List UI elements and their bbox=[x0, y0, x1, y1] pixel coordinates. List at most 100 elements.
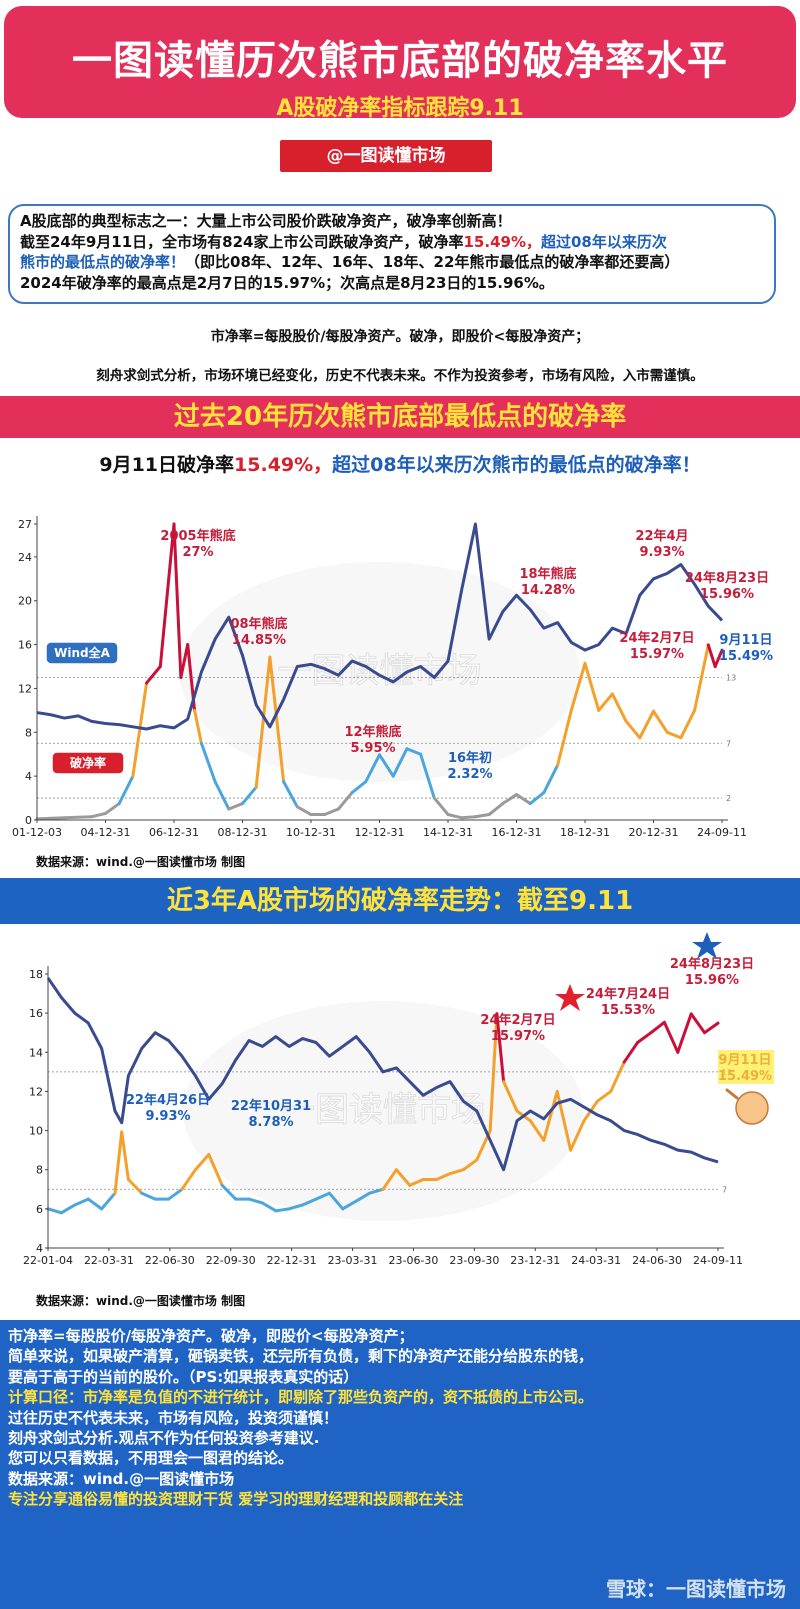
x-tick-label: 24-09-11 bbox=[693, 1254, 743, 1267]
pointing-hand-icon bbox=[735, 1091, 769, 1125]
ratio-segment bbox=[120, 1130, 130, 1181]
ratio-segment bbox=[515, 793, 532, 806]
legend-badge bbox=[51, 751, 125, 775]
ratio-segment bbox=[314, 1191, 331, 1201]
watermark-shape bbox=[183, 1001, 583, 1221]
notes-line-1: 市净率=每股股价/每股净资产。破净，即股价<每股净资产； bbox=[8, 1327, 414, 1345]
annotation-label: 2005年熊底 bbox=[160, 528, 235, 544]
section1-headline: 9月11日破净率15.49%，超过08年以来历次熊市的最低点的破净率！ bbox=[0, 450, 800, 477]
y-tick-label: 4 bbox=[36, 1242, 43, 1255]
ratio-segment bbox=[501, 793, 518, 806]
chart2-background: 一图读懂市场 bbox=[183, 1001, 583, 1221]
ratio-segment bbox=[172, 522, 183, 679]
x-tick-label: 23-06-30 bbox=[388, 1254, 438, 1267]
ratio-segment bbox=[113, 1130, 124, 1195]
ratio-segment bbox=[354, 1191, 372, 1203]
ratio-segment bbox=[167, 1187, 184, 1201]
ratio-segment bbox=[689, 1012, 707, 1035]
annotation-value: 14.85% bbox=[232, 633, 286, 648]
ratio-segment bbox=[636, 1031, 653, 1044]
notes-line-9: 专注分享通俗易懂的投资理财干货 爱学习的理财经理和投顾都在关注 bbox=[8, 1490, 464, 1509]
ratio-segment bbox=[703, 1021, 720, 1035]
y-tick-label: 20 bbox=[18, 595, 32, 608]
summary-text: 截至24年9月11日，全市场有824家上市公司跌破净资产，破净率 bbox=[20, 232, 464, 251]
ratio-segment bbox=[268, 655, 286, 784]
chart-history: 一图读懂市场 13 7 2 0 4 8 12 16 20 24 27 01-12-03 04-12-3… bbox=[12, 516, 773, 839]
ratio-segment bbox=[62, 815, 94, 820]
ratio-segment bbox=[126, 1178, 144, 1195]
annotation-value: 15.97% bbox=[491, 1029, 545, 1044]
ratio-segment bbox=[368, 1187, 385, 1195]
x-tick-label: 22-03-31 bbox=[84, 1254, 134, 1267]
ratio-segment bbox=[213, 780, 231, 811]
title-banner: 一图读懂历次熊市底部的破净率水平 A股破净率指标跟踪9.11 bbox=[4, 6, 796, 121]
ratio-segment bbox=[495, 1012, 506, 1084]
y-tick-label: 18 bbox=[29, 968, 43, 981]
x-tick-label: 22-12-31 bbox=[267, 1254, 317, 1267]
summary-highlight-value: 15.49%， bbox=[463, 232, 541, 251]
ratio-segment bbox=[610, 692, 628, 723]
summary-line-1: A股底部的典型标志之一：大量上市公司股价跌破净资产，破净率创新高！ bbox=[20, 212, 512, 230]
x-tick-label: 23-09-30 bbox=[449, 1254, 499, 1267]
ratio-segment bbox=[35, 816, 66, 821]
chart-recent: 一图读懂市场 137 468101214161822-01-0422-03-31… bbox=[23, 932, 774, 1267]
annotation-label: 08年熊底 bbox=[230, 616, 287, 632]
y-tick-label: 0 bbox=[25, 814, 32, 827]
summary-box: A股底部的典型标志之一：大量上市公司股价跌破净资产，破净率创新高！ 截至24年9… bbox=[8, 204, 776, 304]
annotation-value: 15.97% bbox=[630, 647, 684, 662]
annotation-value: 9.93% bbox=[639, 545, 684, 560]
x-tick-label: 14-12-31 bbox=[423, 826, 473, 839]
legend-text: 破净率 bbox=[70, 755, 106, 770]
page-title: 一图读懂历次熊市底部的破净率水平 bbox=[72, 38, 728, 84]
ratio-segment bbox=[624, 719, 642, 740]
y-tick-label: 8 bbox=[25, 726, 32, 739]
annotation-label: 22年10月31 bbox=[231, 1098, 311, 1114]
annotation-label: 22年4月 bbox=[635, 528, 688, 544]
x-tick-label: 10-12-31 bbox=[286, 826, 336, 839]
ratio-segment bbox=[528, 791, 546, 806]
ratio-segment bbox=[435, 1172, 452, 1181]
ratio-segment bbox=[295, 805, 313, 817]
annotation-label: 24年7月24日 bbox=[586, 986, 670, 1002]
ratio-segment bbox=[100, 1191, 117, 1211]
x-tick-label: 24-06-30 bbox=[632, 1254, 682, 1267]
ratio-segment bbox=[364, 753, 381, 784]
headline-highlight: 超过08年以来历次熊市的最低点的破净率！ bbox=[332, 454, 701, 476]
ratio-segment bbox=[448, 1168, 465, 1176]
annotation-value: 9.93% bbox=[145, 1109, 190, 1124]
ratio-segment bbox=[460, 815, 477, 820]
ratio-segment bbox=[676, 1012, 693, 1054]
y-tick-label: 12 bbox=[18, 682, 32, 695]
ratio-segment bbox=[408, 1178, 425, 1187]
x-tick-label: 20-12-31 bbox=[629, 826, 679, 839]
summary-line-3: 熊市的最低点的破净率！（即比08年、12年、16年、18年、22年熊市最低点的破… bbox=[20, 252, 764, 273]
definition-text: 市净率=每股股价/每股净资产。破净，即股价<每股净资产； bbox=[210, 329, 590, 345]
footer-watermark: 雪球：一图读懂市场 bbox=[606, 1576, 786, 1601]
ratio-segment bbox=[46, 1207, 63, 1215]
chart2-axes: 4 6 8 10 12 14 16 18 22-01-04 22-03-31 22-06-30 22-… bbox=[23, 966, 743, 1267]
x-tick-label: 01-12-03 bbox=[12, 826, 62, 839]
headline-value: 15.49%， bbox=[234, 454, 333, 476]
watermark-text: 一图读懂市场 bbox=[278, 651, 482, 691]
ratio-segment bbox=[247, 1197, 264, 1205]
chart1-grid: 13 7 2 bbox=[37, 673, 736, 803]
star-icon bbox=[555, 984, 585, 1011]
ratio-segment bbox=[662, 1020, 680, 1054]
annotation-value: 15.53% bbox=[601, 1003, 655, 1018]
y-tick-label: 12 bbox=[29, 1085, 43, 1098]
ratio-segment bbox=[432, 796, 450, 817]
section2-source: 数据来源：wind.@一图读懂市场 制图 bbox=[36, 1294, 246, 1308]
annotation-value: 2.32% bbox=[447, 767, 492, 782]
ratio-segment bbox=[381, 1168, 398, 1191]
annotation-label: 16年初 bbox=[448, 750, 492, 766]
notes-line-2: 简单来说，如果破产清算，砸锅卖铁，还完所有负债，剩下的净资产还能分给股东的钱， bbox=[8, 1347, 594, 1366]
reference-label: 7 bbox=[726, 739, 731, 748]
section1-band: 过去20年历次熊市底部最低点的破净率 bbox=[0, 396, 800, 438]
ratio-segment bbox=[241, 785, 258, 806]
ratio-segment bbox=[140, 1191, 157, 1201]
x-tick-label: 12-12-31 bbox=[355, 826, 405, 839]
ratio-segment bbox=[461, 1158, 479, 1172]
annotation-label: 24年8月23日 bbox=[670, 956, 754, 972]
ratio-segment bbox=[528, 1119, 546, 1142]
